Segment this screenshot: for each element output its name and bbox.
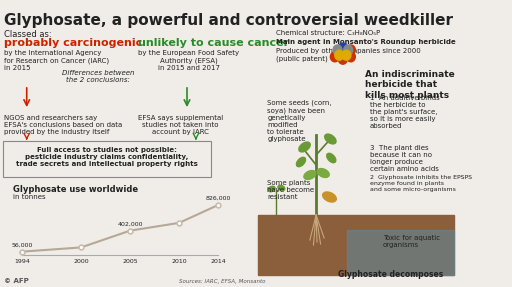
Circle shape [347, 45, 355, 55]
Circle shape [338, 43, 347, 53]
Ellipse shape [323, 192, 336, 202]
FancyBboxPatch shape [3, 141, 211, 177]
Point [77, 245, 85, 250]
Text: Glyphosate, a powerful and controversial weedkiller: Glyphosate, a powerful and controversial… [5, 13, 454, 28]
Text: Toxic for aquatic
organisms: Toxic for aquatic organisms [383, 235, 440, 248]
Ellipse shape [325, 134, 336, 144]
Text: Full access to studies not possible:
pesticide industry claims confidentiality,
: Full access to studies not possible: pes… [16, 147, 198, 167]
Circle shape [342, 50, 351, 60]
Text: in tonnes: in tonnes [13, 194, 46, 200]
Text: 2  Glyphosate inhibits the EPSPS
enzyme found in plants
and some micro-organisms: 2 Glyphosate inhibits the EPSPS enzyme f… [370, 175, 472, 192]
Text: 1  An additive binds
the herbicide to
the plant's surface,
so it is more easily
: 1 An additive binds the herbicide to the… [370, 95, 439, 129]
Text: Main agent in Monsanto's Roundup herbicide: Main agent in Monsanto's Roundup herbici… [276, 39, 456, 45]
Point [126, 228, 134, 233]
Text: 2000: 2000 [73, 259, 89, 264]
Ellipse shape [268, 186, 275, 192]
Ellipse shape [278, 185, 285, 191]
Text: Some plants
have become
resistant: Some plants have become resistant [267, 180, 314, 200]
Point [175, 221, 183, 225]
Ellipse shape [327, 153, 336, 163]
Circle shape [344, 45, 353, 55]
Text: 56,000: 56,000 [12, 243, 33, 248]
Text: NGOS and researchers say
EFSA's conclusions based on data
provided by the indust: NGOS and researchers say EFSA's conclusi… [5, 115, 123, 135]
Text: 402,000: 402,000 [117, 222, 143, 227]
Circle shape [330, 52, 339, 62]
Text: 2010: 2010 [171, 259, 187, 264]
Text: Glyphosate decomposes: Glyphosate decomposes [338, 270, 443, 279]
Text: Produced by other companies since 2000
(public patent): Produced by other companies since 2000 (… [276, 48, 421, 61]
Text: unlikely to cause cancer: unlikely to cause cancer [138, 38, 289, 48]
Text: EFSA says supplemental
studies not taken into
account by IARC: EFSA says supplemental studies not taken… [138, 115, 223, 135]
Bar [258, 215, 454, 275]
Text: 3  The plant dies
because it can no
longer produce
certain amino acids: 3 The plant dies because it can no longe… [370, 145, 438, 172]
Circle shape [347, 52, 355, 62]
Text: 826,000: 826,000 [205, 196, 231, 201]
Text: 2005: 2005 [122, 259, 138, 264]
Text: Sources: IARC, EFSA, Monsanto: Sources: IARC, EFSA, Monsanto [179, 279, 266, 284]
Text: probably carcinogenic: probably carcinogenic [5, 38, 143, 48]
Text: © AFP: © AFP [5, 278, 29, 284]
Circle shape [338, 54, 347, 64]
Text: 1994: 1994 [14, 259, 30, 264]
Text: An indiscriminate
herbicide that
kills most plants: An indiscriminate herbicide that kills m… [365, 70, 455, 100]
Ellipse shape [304, 170, 316, 179]
Text: Some seeds (corn,
soya) have been
genetically
modified
to tolerate
glyphosate: Some seeds (corn, soya) have been geneti… [267, 100, 332, 142]
Text: by the European Food Safety
Authority (EFSA)
in 2015 and 2017: by the European Food Safety Authority (E… [138, 50, 239, 71]
Circle shape [335, 50, 344, 60]
Text: Glyphosate use worldwide: Glyphosate use worldwide [13, 185, 138, 194]
Text: 2014: 2014 [210, 259, 226, 264]
Point [18, 249, 26, 254]
Text: Differences between
the 2 conclusions:: Differences between the 2 conclusions: [62, 70, 134, 83]
Text: Chemical structure: C₃H₈NO₅P: Chemical structure: C₃H₈NO₅P [276, 30, 380, 36]
Text: Classed as:: Classed as: [5, 30, 52, 39]
Ellipse shape [317, 168, 329, 177]
Ellipse shape [299, 142, 310, 152]
Ellipse shape [296, 157, 306, 167]
Text: by the International Agency
for Research on Cancer (IARC)
in 2015: by the International Agency for Research… [5, 50, 110, 71]
Bar [347, 230, 454, 275]
Point [214, 203, 222, 207]
Circle shape [333, 45, 342, 55]
